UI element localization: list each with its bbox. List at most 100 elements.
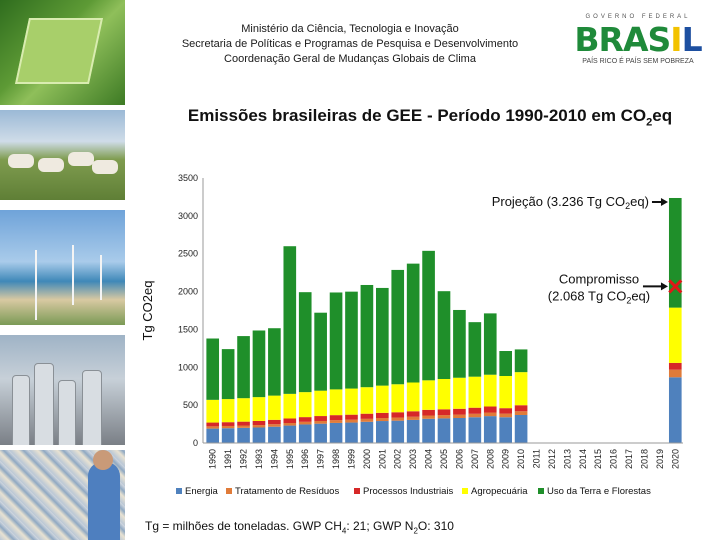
footnote-part-2: : 21; GWP N xyxy=(346,519,414,533)
x-tick-label: 2015 xyxy=(593,449,603,469)
bar-energia-1999 xyxy=(345,422,358,443)
bar-industriais-1997 xyxy=(314,416,327,421)
footnote-sub-1: 4 xyxy=(341,526,347,536)
bar-energia-2004 xyxy=(422,418,435,443)
x-tick-label: 1994 xyxy=(269,449,279,469)
bar-floresta-2005 xyxy=(437,291,451,380)
bar-floresta-1990 xyxy=(206,338,220,400)
emissions-chart: Tg CO2eq 0 500 1000 1500 2000 2500 3000 3500 199… xyxy=(140,173,683,497)
bar-energia-1990 xyxy=(206,428,220,443)
bar-agropecuaria-1995 xyxy=(283,393,297,419)
bar-residuos-2009 xyxy=(499,413,512,418)
x-tick-label: 2008 xyxy=(485,449,495,469)
bar-floresta-1998 xyxy=(329,292,343,390)
annotation-compromisso-line2: (2.068 Tg CO2eq) xyxy=(548,288,650,305)
bar-residuos-2005 xyxy=(437,415,451,419)
bar-agropecuaria-1991 xyxy=(221,399,235,423)
bar-agropecuaria-2006 xyxy=(453,377,466,409)
bar-agropecuaria-1997 xyxy=(314,390,327,417)
bar-floresta-1996 xyxy=(298,292,312,393)
x-tick-label: 1991 xyxy=(223,449,233,469)
header-line-1: Ministério da Ciência, Tecnologia e Inov… xyxy=(241,23,459,35)
logo-wordmark: BRASIL xyxy=(570,20,706,59)
cattle-photo xyxy=(0,110,125,200)
bar-agropecuaria-1999 xyxy=(345,388,358,415)
bar-residuos-2007 xyxy=(468,413,482,418)
bar-industriais-2003 xyxy=(406,411,420,417)
bar-industriais-1994 xyxy=(268,419,281,425)
bar-residuos-1994 xyxy=(268,424,281,427)
y-axis: Tg CO2eq 0 500 1000 1500 2000 2500 3000 3500 xyxy=(140,173,204,448)
bar-floresta-1995 xyxy=(283,246,297,394)
bar-agropecuaria-1998 xyxy=(329,389,343,416)
x-tick-label: 1998 xyxy=(331,449,341,469)
y-tick-label: 500 xyxy=(183,400,198,410)
wind-turbines-photo xyxy=(0,210,125,325)
bar-energia-2001 xyxy=(376,421,389,443)
bar-agropecuaria-2009 xyxy=(499,375,512,409)
bar-residuos-1997 xyxy=(314,420,327,424)
bar-floresta-1991 xyxy=(221,349,235,400)
bar-residuos-1999 xyxy=(345,419,358,423)
bar-industriais-2001 xyxy=(376,412,389,419)
bar-floresta-1997 xyxy=(314,312,327,391)
y-tick-label: 3000 xyxy=(178,211,198,221)
legend-swatch-residuos xyxy=(226,488,232,494)
bar-floresta-1999 xyxy=(345,291,358,389)
legend-label-energia: Energia xyxy=(185,486,218,497)
x-tick-label: 2002 xyxy=(393,449,403,469)
legend-swatch-agropecuaria xyxy=(462,488,468,494)
legend-swatch-industriais xyxy=(354,488,360,494)
x-tick-label: 2019 xyxy=(655,449,665,469)
bar-industriais-1995 xyxy=(283,418,297,424)
waste-worker-photo xyxy=(0,450,125,540)
bar-energia-1993 xyxy=(252,427,266,443)
x-tick-label: 2020 xyxy=(670,449,680,469)
arrow-head-compromisso xyxy=(660,282,668,291)
bar-energia-1996 xyxy=(298,424,312,443)
bar-industriais-2000 xyxy=(360,413,374,419)
bar-floresta-2020 xyxy=(668,197,682,308)
bar-floresta-2000 xyxy=(360,284,374,388)
arrow-head-projecao xyxy=(660,197,668,206)
legend-swatch-energia xyxy=(176,488,182,494)
bar-residuos-2006 xyxy=(453,414,466,419)
bar-industriais-1993 xyxy=(252,420,266,426)
bar-industriais-2008 xyxy=(483,406,497,413)
bar-industriais-2005 xyxy=(437,409,451,416)
x-tick-label: 2013 xyxy=(562,449,572,469)
bar-residuos-1991 xyxy=(221,425,235,429)
x-tick-label: 1990 xyxy=(208,449,218,469)
bar-energia-2002 xyxy=(391,420,405,443)
cross-mark xyxy=(668,279,683,294)
bar-residuos-1998 xyxy=(329,420,343,423)
bar-agropecuaria-1990 xyxy=(206,399,220,423)
header-line-2: Secretaria de Políticas e Programas de P… xyxy=(181,38,519,50)
bar-residuos-1990 xyxy=(206,426,220,429)
chart-title: Emissões brasileiras de GEE - Período 19… xyxy=(150,106,710,128)
bar-energia-1994 xyxy=(268,426,281,443)
x-tick-label: 1999 xyxy=(346,449,356,469)
bar-energia-2010 xyxy=(514,414,528,443)
y-tick-label: 2500 xyxy=(178,249,198,259)
industry-photo xyxy=(0,335,125,445)
bar-floresta-1993 xyxy=(252,330,266,398)
footnote-sub-2: 2 xyxy=(413,526,418,536)
x-tick-label: 2011 xyxy=(532,449,542,468)
bar-floresta-2003 xyxy=(406,263,420,383)
bar-industriais-1996 xyxy=(298,417,312,422)
y-axis-label: Tg CO2eq xyxy=(140,281,155,341)
bar-agropecuaria-2008 xyxy=(483,374,497,407)
bar-agropecuaria-2002 xyxy=(391,384,405,413)
bar-energia-1998 xyxy=(329,422,343,443)
bar-industriais-2020 xyxy=(668,362,682,370)
logo-word-part-1: BRAS xyxy=(574,20,671,59)
title-sub: 2 xyxy=(646,116,653,129)
logo-word-part-2: I xyxy=(670,20,682,59)
bar-energia-2007 xyxy=(468,417,482,443)
y-tick-label: 0 xyxy=(193,438,198,448)
legend-label-agropecuaria: Agropecuária xyxy=(471,486,528,497)
bar-floresta-2008 xyxy=(483,313,497,375)
bar-floresta-1992 xyxy=(237,336,250,399)
bar-energia-1997 xyxy=(314,423,327,443)
